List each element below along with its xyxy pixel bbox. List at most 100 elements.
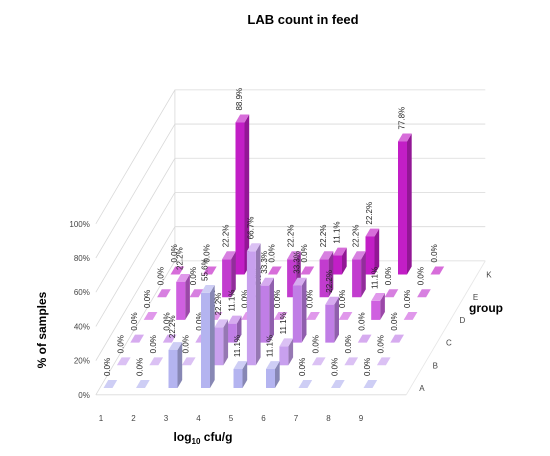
bar-front: [214, 327, 224, 366]
y-axis-title: % of samples: [35, 291, 49, 368]
bar-C-4: 11.1%: [227, 290, 242, 343]
bar-top: [398, 133, 412, 142]
bar-front: [227, 323, 237, 343]
bar-top: [170, 266, 185, 275]
bar-top: [203, 266, 217, 275]
data-label: 0.0%: [189, 267, 198, 285]
bar-side: [301, 277, 307, 343]
bar-E-1: 0.0%: [157, 267, 171, 298]
bar-top: [338, 311, 353, 320]
bar-C-2: 0.0%: [162, 312, 177, 343]
grid-lines: [95, 89, 486, 396]
data-label: 66.7%: [246, 217, 255, 240]
bar-B-1: 0.0%: [116, 335, 131, 366]
data-label: 0.0%: [417, 267, 426, 285]
y-tick-label: 20%: [74, 357, 90, 366]
x-axis-title-sub: 10: [192, 437, 201, 446]
bar-side: [407, 133, 412, 275]
bar-side: [334, 296, 339, 343]
bar-top: [157, 289, 171, 298]
data-label: 0.0%: [143, 290, 152, 308]
data-label: 0.0%: [363, 358, 372, 376]
bar-top: [287, 251, 301, 260]
bar-top: [266, 361, 280, 370]
bar-top: [279, 338, 294, 347]
bar-top: [311, 357, 326, 366]
bar-top: [201, 284, 215, 293]
bar-top: [233, 361, 248, 370]
bar-E-6: 22.2%: [319, 225, 334, 298]
data-label: 22.2%: [168, 315, 177, 338]
bar-side: [374, 228, 380, 275]
series-label: B: [433, 361, 438, 370]
bar-D-6: 0.0%: [306, 290, 320, 320]
data-label: 0.0%: [306, 290, 315, 308]
bar-front: [319, 259, 329, 298]
bar-D-9: 0.0%: [403, 290, 418, 320]
bar-top: [189, 289, 204, 298]
bar-front: [235, 122, 245, 275]
data-label: 11.1%: [333, 221, 342, 243]
bar-side: [255, 243, 261, 366]
y-tick-label: 60%: [74, 288, 90, 297]
bar-D-8: 11.1%: [371, 267, 385, 320]
bar-B-9: 0.0%: [376, 335, 391, 366]
series-label: C: [446, 339, 452, 348]
data-label: 11.1%: [233, 335, 242, 357]
bar-front: [246, 251, 256, 366]
bar-front: [352, 259, 362, 298]
bar-C-6: 33.3%: [292, 251, 307, 343]
bar-E-3: 22.2%: [222, 225, 236, 298]
bar-front: [201, 292, 210, 388]
bar-front: [266, 369, 275, 388]
data-label: 0.0%: [170, 244, 179, 262]
bar-E-7: 22.2%: [352, 225, 366, 298]
data-label: 11.1%: [266, 335, 275, 357]
bar-side: [288, 338, 294, 366]
data-label: 11.1%: [371, 267, 380, 289]
bar-C-5: 33.3%: [260, 251, 274, 343]
bar-top: [116, 357, 131, 366]
bar-top: [143, 311, 158, 320]
x-axis-title-rest: cfu/g: [200, 430, 232, 444]
bar-front: [398, 141, 407, 275]
bar-top: [298, 380, 313, 388]
bar-top: [103, 380, 118, 388]
bar-E-2: 0.0%: [189, 267, 204, 298]
y-tick-labels: 0% 20% 40% 60% 80% 100%: [69, 220, 89, 400]
bar-side: [236, 315, 242, 343]
bar-front: [333, 255, 342, 275]
data-label: 0.0%: [311, 335, 320, 353]
x-axis-title: log10 cfu/g: [174, 430, 233, 446]
bar-front: [365, 236, 375, 275]
bar-B-2: 0.0%: [149, 335, 164, 366]
bar-front: [325, 304, 335, 343]
bar-D-7: 0.0%: [338, 290, 353, 320]
data-label: 0.0%: [136, 358, 145, 376]
bar-top: [168, 342, 183, 351]
bar-K-1: 0.0%: [170, 244, 185, 275]
data-label: 22.2%: [222, 225, 231, 248]
bar-top: [222, 251, 236, 260]
bar-A-9: 0.0%: [363, 358, 378, 388]
bar-C-1: 0.0%: [130, 312, 144, 343]
series-labels: A B C D E K: [419, 271, 492, 394]
bar-A-6: 11.1%: [266, 335, 280, 388]
bar-front: [222, 259, 232, 298]
bar-K-4: 0.0%: [268, 244, 282, 275]
bar-C-7: 22.2%: [325, 270, 339, 343]
data-label: 22.2%: [325, 270, 334, 293]
series-label: A: [419, 384, 425, 393]
bar-D-2: 22.2%: [176, 247, 190, 320]
data-label: 0.0%: [298, 358, 307, 376]
y-tick-label: 40%: [74, 322, 90, 331]
z-axis-title: group: [469, 301, 503, 315]
data-label: 0.0%: [300, 244, 309, 262]
bar-side: [342, 247, 347, 275]
series-label: D: [459, 316, 465, 325]
bar-front: [371, 300, 381, 320]
bar-D-1: 0.0%: [143, 290, 158, 320]
series-label: E: [473, 293, 478, 302]
bar-top: [363, 380, 378, 388]
data-label: 55.6%: [201, 258, 210, 281]
